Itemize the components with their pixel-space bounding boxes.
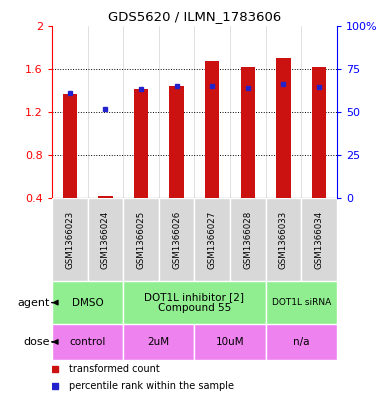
Text: DMSO: DMSO	[72, 298, 104, 308]
FancyBboxPatch shape	[266, 324, 337, 360]
Title: GDS5620 / ILMN_1783606: GDS5620 / ILMN_1783606	[108, 10, 281, 23]
FancyBboxPatch shape	[266, 281, 337, 324]
Bar	[63, 94, 77, 198]
FancyBboxPatch shape	[123, 281, 266, 324]
Text: n/a: n/a	[293, 337, 310, 347]
Bar	[276, 58, 291, 198]
FancyBboxPatch shape	[52, 324, 123, 360]
Text: percentile rank within the sample: percentile rank within the sample	[69, 381, 234, 391]
Text: DOT1L inhibitor [2]
Compound 55: DOT1L inhibitor [2] Compound 55	[144, 292, 244, 313]
FancyBboxPatch shape	[88, 198, 123, 281]
Text: GSM1366027: GSM1366027	[208, 211, 217, 269]
Text: transformed count: transformed count	[69, 364, 160, 374]
FancyBboxPatch shape	[52, 281, 123, 324]
Text: GSM1366028: GSM1366028	[243, 211, 252, 269]
FancyBboxPatch shape	[52, 198, 88, 281]
FancyBboxPatch shape	[230, 198, 266, 281]
FancyBboxPatch shape	[159, 198, 194, 281]
Text: GSM1366025: GSM1366025	[137, 211, 146, 269]
Text: 10uM: 10uM	[216, 337, 244, 347]
FancyBboxPatch shape	[301, 198, 337, 281]
Text: GSM1366023: GSM1366023	[65, 211, 74, 269]
Text: agent: agent	[18, 298, 50, 308]
Text: control: control	[69, 337, 106, 347]
Text: 2uM: 2uM	[148, 337, 170, 347]
FancyBboxPatch shape	[194, 324, 266, 360]
Bar	[241, 66, 255, 198]
Bar	[169, 86, 184, 198]
FancyBboxPatch shape	[123, 198, 159, 281]
Text: dose: dose	[24, 337, 50, 347]
Bar	[312, 66, 326, 198]
Text: GSM1366033: GSM1366033	[279, 211, 288, 269]
FancyBboxPatch shape	[266, 198, 301, 281]
Bar	[98, 196, 112, 198]
Bar	[134, 89, 148, 198]
Text: GSM1366026: GSM1366026	[172, 211, 181, 269]
FancyBboxPatch shape	[194, 198, 230, 281]
Text: GSM1366024: GSM1366024	[101, 211, 110, 269]
Text: GSM1366034: GSM1366034	[315, 211, 323, 269]
Bar	[205, 61, 219, 198]
FancyBboxPatch shape	[123, 324, 194, 360]
Text: DOT1L siRNA: DOT1L siRNA	[272, 298, 331, 307]
